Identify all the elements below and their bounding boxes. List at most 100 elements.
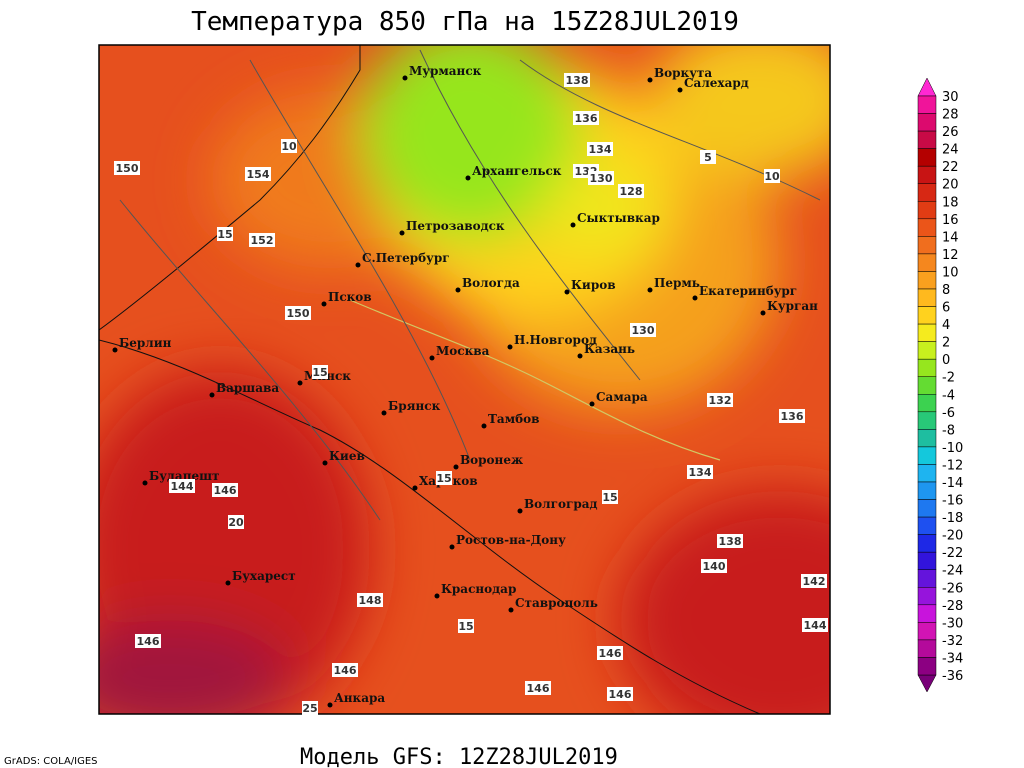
colorbar-label: 24	[942, 143, 959, 158]
contour-label: 132	[709, 394, 732, 407]
contour-label: 142	[803, 575, 826, 588]
colorbar-label: -2	[942, 371, 955, 386]
colorbar-band	[917, 323, 937, 342]
contour-label: 130	[632, 324, 655, 337]
city-label: Бухарест	[232, 569, 296, 583]
temperature-label-box	[764, 169, 780, 183]
contour-label: 146	[527, 682, 550, 695]
colorbar-label: -14	[942, 476, 963, 491]
contour-label: 144	[804, 619, 827, 632]
temperature-label: 10	[764, 170, 780, 183]
title: Температура 850 гПа на 15Z28JUL2019	[191, 7, 739, 37]
contour-label: 140	[703, 560, 726, 573]
contour-label-box	[588, 171, 614, 185]
contour-label-box	[687, 465, 713, 479]
colorbar-label: 12	[942, 248, 959, 263]
temperature-label-box	[281, 139, 297, 153]
colorbar-band	[917, 95, 937, 114]
city-dot	[429, 355, 435, 361]
colorbar-band	[917, 411, 937, 430]
contour-label-box	[114, 161, 140, 175]
colorbar-label: 8	[942, 283, 950, 298]
contour-label: 134	[589, 143, 612, 156]
colorbar-band	[917, 499, 937, 518]
colorbar-label: -24	[942, 564, 963, 579]
colorbar-label: -30	[942, 616, 963, 631]
credit: GrADS: COLA/IGES	[4, 756, 98, 767]
contour-label: 150	[287, 307, 310, 320]
city-label: Берлин	[119, 336, 172, 350]
colorbar-band	[917, 183, 937, 202]
colorbar-band	[917, 481, 937, 500]
colorbar-label: -28	[942, 599, 963, 614]
colorbar-label: 18	[942, 195, 959, 210]
colorbar-label: 2	[942, 336, 950, 351]
city-label: Екатеринбург	[699, 284, 797, 298]
colorbar-label: 10	[942, 265, 959, 280]
colorbar-band	[917, 446, 937, 465]
colorbar-band	[917, 569, 937, 588]
temperature-label: 5	[704, 151, 712, 164]
contour-label-box	[607, 687, 633, 701]
colorbar-label: -10	[942, 441, 963, 456]
city-dot	[402, 75, 408, 81]
contour-label-box	[707, 393, 733, 407]
city-dot	[570, 222, 576, 228]
colorbar-band	[917, 394, 937, 413]
city-dot	[297, 380, 303, 386]
colorbar-label: 4	[942, 318, 950, 333]
city-label: Ставрополь	[515, 596, 598, 610]
colorbar-band	[917, 253, 937, 272]
colorbar-band	[917, 622, 937, 641]
temperature-label-box	[312, 365, 328, 379]
colorbar-band	[917, 551, 937, 570]
city-dot	[589, 401, 595, 407]
contour-label: 146	[214, 484, 237, 497]
city-label: Анкара	[334, 691, 385, 705]
city-label: Курган	[767, 299, 818, 313]
contour-label-box	[717, 534, 743, 548]
city-label: Будапешт	[149, 469, 219, 483]
colorbar-band	[917, 604, 937, 623]
city-label: Архангельск	[472, 164, 562, 178]
city-dot	[321, 301, 327, 307]
contour-label-box	[332, 663, 358, 677]
city-dot	[517, 508, 523, 514]
contour-label: 146	[609, 688, 632, 701]
contour-label-box	[618, 184, 644, 198]
city-label: С.Петербург	[362, 251, 450, 265]
colorbar-band	[917, 341, 937, 360]
contour-label-box	[630, 323, 656, 337]
contour-label: 136	[781, 410, 804, 423]
city-dot	[434, 593, 440, 599]
city-label: Киров	[571, 278, 616, 292]
contour-label: 148	[359, 594, 382, 607]
colorbar-label: 28	[942, 108, 959, 123]
city-dot	[112, 347, 118, 353]
city-label: Сыктывкар	[577, 211, 660, 225]
city-dot	[399, 230, 405, 236]
temperature-label-box	[602, 490, 618, 504]
contour-label-box	[169, 479, 195, 493]
colorbar-label: -26	[942, 581, 963, 596]
colorbar-label: -18	[942, 511, 963, 526]
contour-label: 136	[575, 112, 598, 125]
city-label: Самара	[596, 390, 648, 404]
temperature-label-box	[436, 471, 452, 485]
city-label: Киев	[329, 449, 365, 463]
temperature-label-box	[458, 619, 474, 633]
contour-label-box	[802, 618, 828, 632]
colorbar-label: -16	[942, 494, 963, 509]
temperature-label-box	[302, 701, 318, 715]
contour-label-box	[587, 142, 613, 156]
colorbar-band	[917, 639, 937, 658]
contour-label: 146	[334, 664, 357, 677]
colorbar-label: -34	[942, 651, 963, 666]
temperature-label-box	[228, 515, 244, 529]
colorbar-label: -36	[942, 669, 963, 684]
contour-label: 146	[137, 635, 160, 648]
colorbar-band	[917, 271, 937, 290]
city-dot	[381, 410, 387, 416]
contour-label: 152	[251, 234, 274, 247]
colorbar-label: -4	[942, 388, 955, 403]
